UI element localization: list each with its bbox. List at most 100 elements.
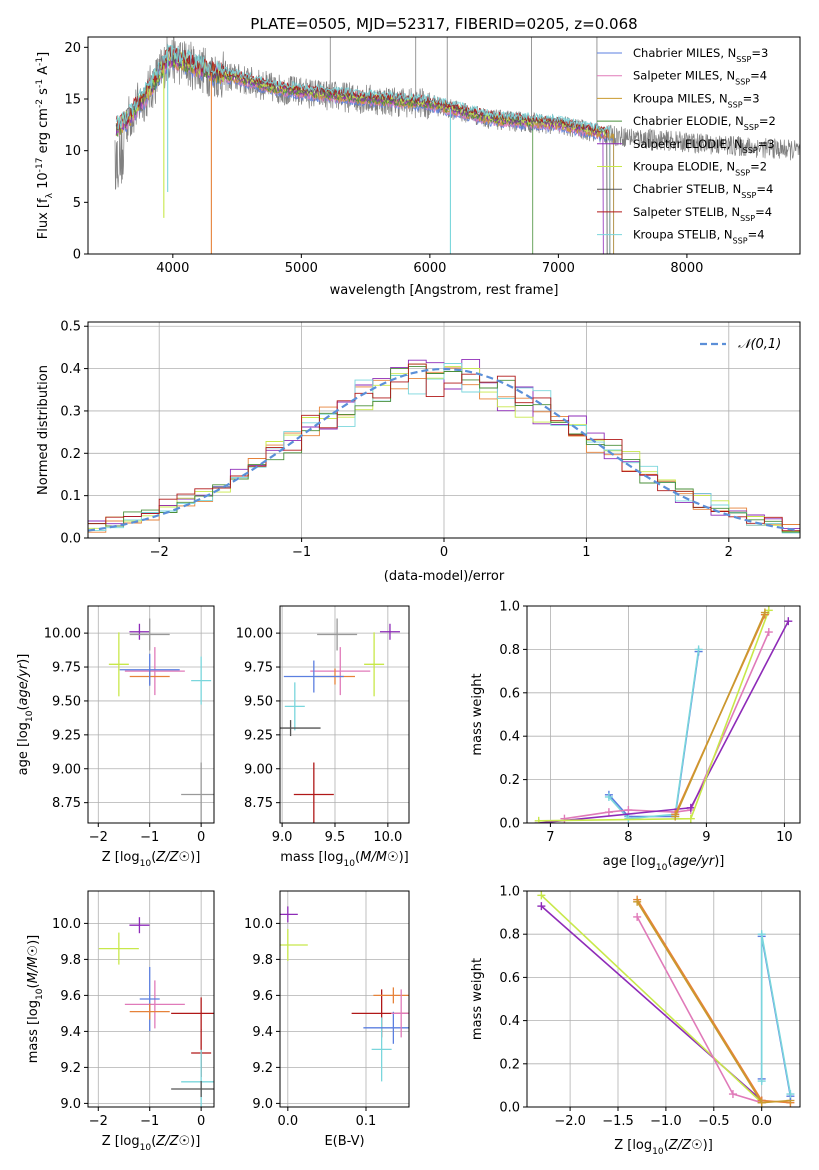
text-span: log [636,854,656,869]
text-span: =3 [751,46,768,60]
text-span: 10 [140,1143,152,1153]
text-span: Salpeter MILES, N [633,69,735,83]
text-span: 10 [343,859,355,869]
residual-histogram-step [88,363,800,532]
text-span: ] [16,654,31,659]
x-tick-label: 0.1 [356,1114,377,1129]
text-span: ) [714,854,719,869]
y-tick-label: 0.6 [499,686,520,701]
text-span: mass [ [280,850,323,865]
text-span: log [632,1138,652,1153]
text-span: =3 [743,91,760,105]
weight-series-line [636,916,762,1104]
x-tick-label: 4000 [156,261,189,276]
plot-area [280,618,400,823]
y-axis-label: Flux [fλ 10-17 erg cm-2 s-1 A-1] [35,52,55,239]
x-axis-label: mass [log10(M/M☉)] [280,850,409,869]
text-span: ( [667,854,672,869]
y-tick-label: 0.5 [60,320,81,335]
plot-area [534,606,793,823]
text-span: 10 [35,988,45,1000]
y-tick-label: 0.2 [60,447,81,462]
text-span: ] [26,935,41,940]
x-tick-label: 1 [582,545,590,560]
text-span: ] [404,850,409,865]
y-tick-label: 9.75 [244,661,273,676]
text-span: Salpeter STELIB, N [633,205,740,219]
y-tick-label: 0.8 [499,643,520,658]
x-tick-label: −2 [150,545,169,560]
x-tick-label: −1 [292,545,311,560]
text-span: erg cm [36,108,51,157]
x-axis-label: age [log10(age/yr)] [603,854,725,873]
y-axis-label: mass weight [470,673,485,755]
axes-frame [87,605,215,824]
text-span: ] [36,52,51,57]
y-tick-label: 8.75 [52,796,81,811]
y-tick-label: 9.25 [244,728,273,743]
x-tick-label: 7000 [542,261,575,276]
text-span: Chabrier ELODIE, N [633,114,744,128]
legend-label: Kroupa MILES, NSSP=3 [633,91,760,109]
x-tick-label: 0 [197,1114,205,1129]
axes-frame [87,321,801,539]
x-tick-label: 6000 [413,261,446,276]
x-tick-label: 8 [624,830,632,845]
text-span: mass [ [26,1020,41,1063]
y-axis-label: age [log10(age/yr)] [16,654,35,776]
legend-label: Kroupa ELODIE, NSSP=2 [633,160,767,178]
text-span: E(B-V) [324,1134,364,1149]
text-span: log [16,722,31,742]
text-span: ( [151,1134,156,1149]
x-tick-label: −2 [89,830,108,845]
text-span: age/yr [673,854,716,869]
axes-frame [279,890,410,1108]
weight-series-line [760,934,792,1095]
text-span: Kroupa ELODIE, N [633,160,735,174]
y-tick-label: 9.75 [52,661,81,676]
plot-area [108,618,214,823]
x-tick-label: 0 [197,830,205,845]
chart-7: −2.0 −1.5 −1.0 −0.5 0.0 0.0 0.2 0.4 0.6 0.8 1.0 Z [… [470,885,801,1157]
model-spectrum-line [115,50,604,254]
x-tick-label: 9.0 [272,830,293,845]
text-span: =2 [750,160,767,174]
y-tick-label: 10.00 [236,627,273,642]
text-span: Z/Z☉ [155,850,190,865]
text-span: SSP [735,77,750,86]
axes-frame [279,605,410,824]
normal-reference-curve [88,367,798,532]
weight-series-line [674,612,766,817]
y-tick-label: 20 [64,41,81,56]
x-tick-label: −1.0 [650,1114,682,1129]
y-tick-label: 0.0 [499,817,520,832]
weight-series-line [540,894,763,1104]
text-span: =3 [758,137,775,151]
y-tick-label: 0.3 [60,404,81,419]
y-tick-label: 9.25 [52,728,81,743]
x-tick-label: 9.5 [325,830,346,845]
chart-0: 4000 5000 6000 7000 8000 0 5 10 15 20 PLATE=0505, … [35,15,801,298]
text-span: Z [ [614,1138,632,1153]
text-span: age/yr [16,662,31,705]
chart-1: −2 −1 0 1 2 0.0 0.1 0.2 0.3 0.4 0.5 𝒩(0,1) (data-mod… [36,320,801,584]
text-span: SSP [741,191,756,200]
text-span: Chabrier MILES, N [633,46,736,60]
y-tick-label: 10 [64,144,81,159]
text-span: SSP [733,236,748,245]
x-tick-label: 9 [702,830,710,845]
text-span: SSP [728,100,743,109]
text-span: SSP [736,55,751,64]
text-span: ) [26,940,41,945]
y-tick-label: 5 [73,196,81,211]
text-span: ( [16,705,31,710]
x-axis-label: wavelength [Angstrom, rest frame] [330,283,559,298]
weight-series-line [564,631,770,820]
legend-label: Chabrier MILES, NSSP=3 [633,46,768,64]
y-axis-label: mass weight [470,958,485,1040]
text-span: =2 [759,114,776,128]
x-tick-label: −2 [89,1114,108,1129]
legend-label: Chabrier ELODIE, NSSP=2 [633,114,776,132]
